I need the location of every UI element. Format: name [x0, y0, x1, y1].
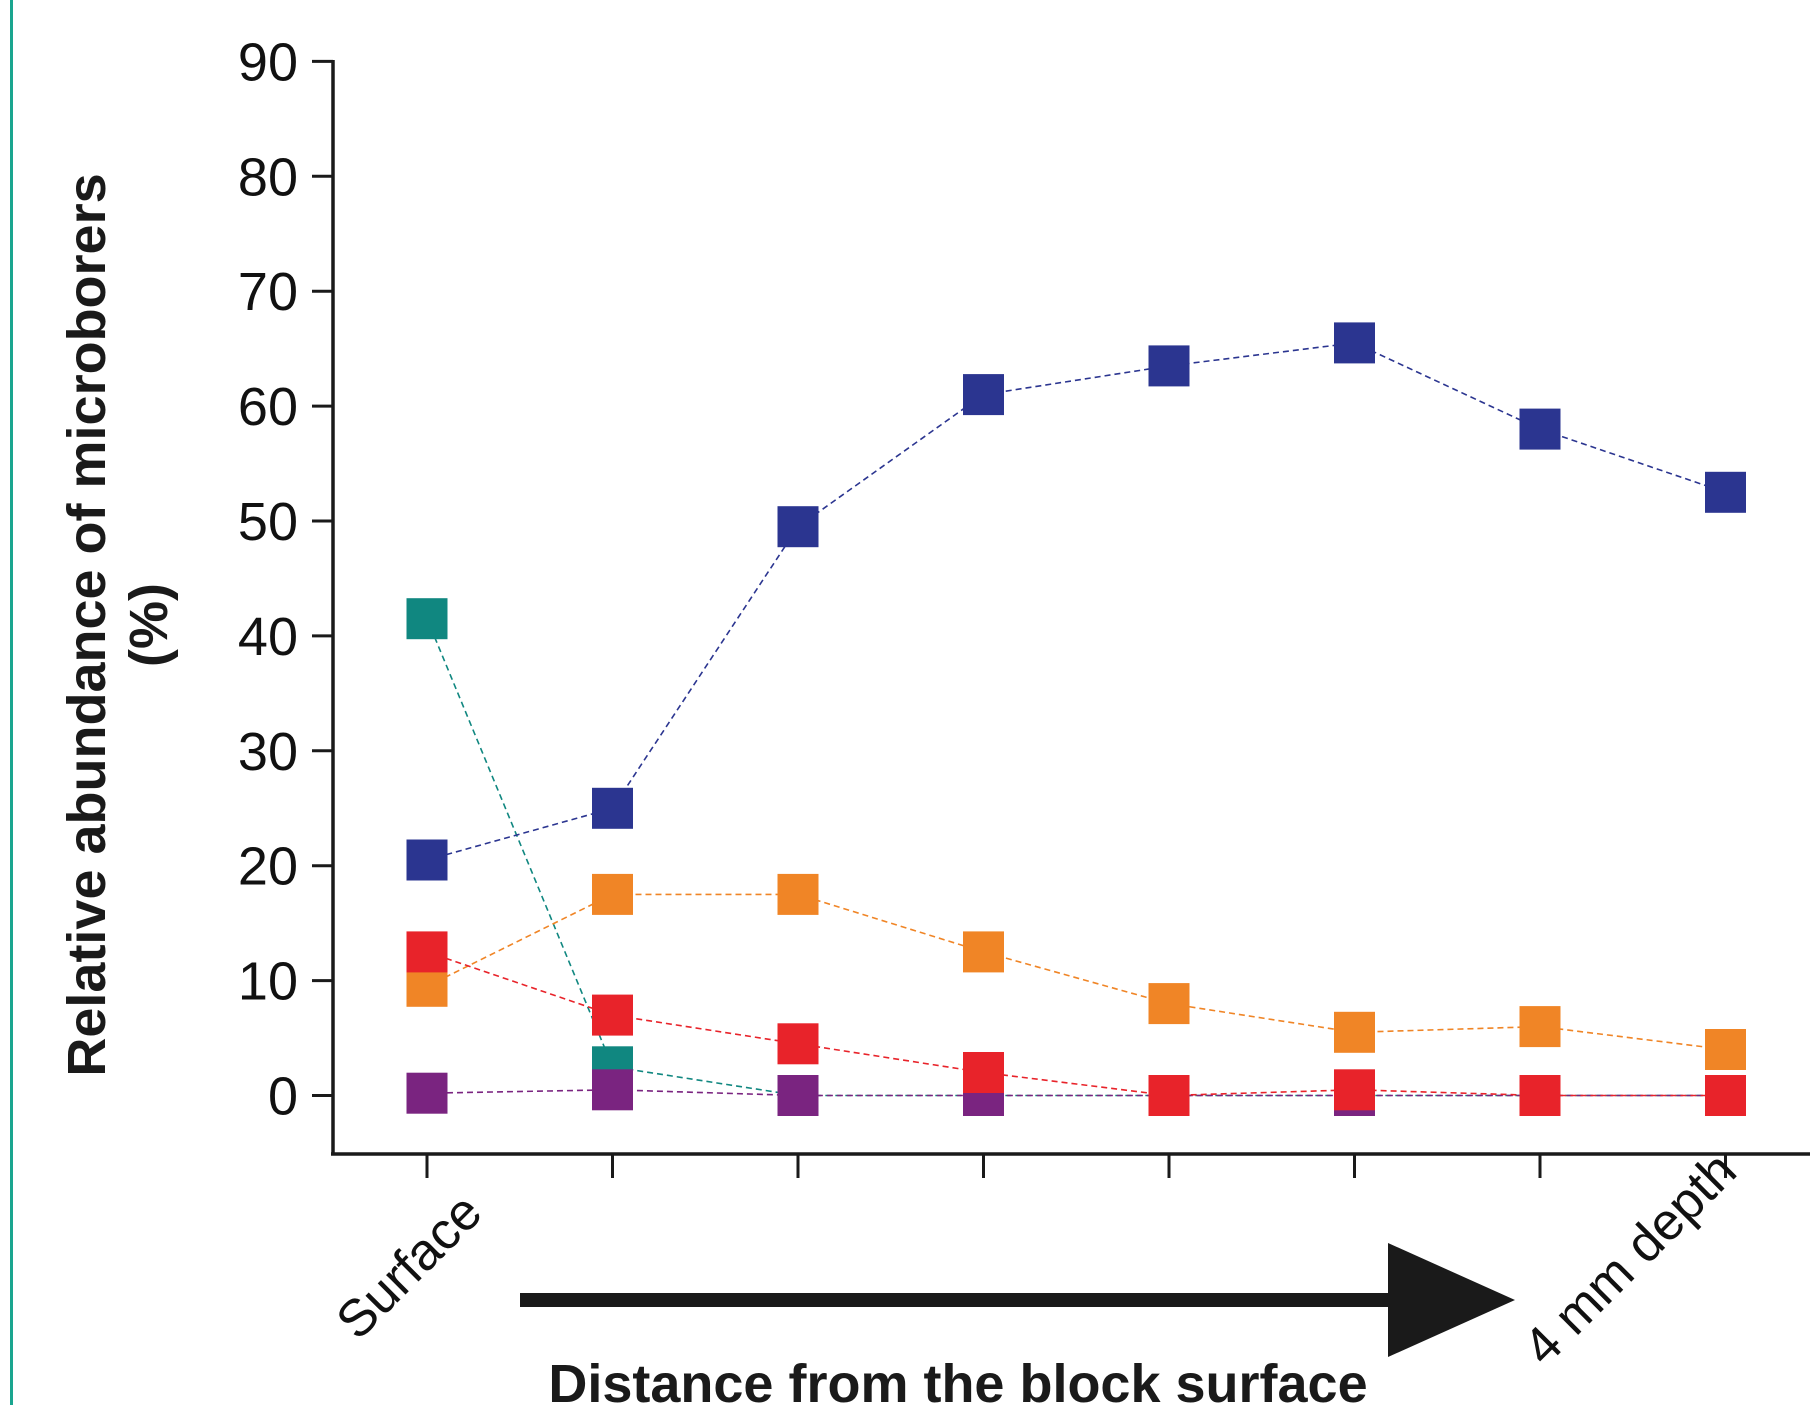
data-point-square [1334, 1069, 1375, 1111]
data-point-square [592, 787, 633, 829]
series-line [426, 951, 1726, 1097]
data-point-square [592, 873, 633, 915]
y-tick-label: 70 [238, 262, 298, 322]
data-point-square [1705, 1029, 1746, 1070]
data-point-square [963, 931, 1004, 973]
data-point-square [406, 598, 448, 640]
series-lines [426, 342, 1726, 1097]
x-category-label: Surface [325, 1183, 493, 1351]
data-point-square [777, 873, 819, 915]
data-point-square [963, 1052, 1004, 1093]
x-ticks: Surface 4 mm depth [325, 1141, 1747, 1376]
data-point-square [963, 374, 1004, 416]
data-point-square [777, 506, 819, 548]
left-border-rule [10, 0, 13, 1405]
data-point-square [777, 1023, 819, 1065]
y-tick-label: 80 [238, 147, 298, 207]
data-point-square [1148, 983, 1190, 1025]
direction-arrow [520, 1243, 1515, 1357]
data-point-square [1519, 1006, 1561, 1048]
data-point-square [1334, 322, 1375, 364]
data-point-square [1148, 345, 1190, 387]
y-tick-label: 30 [238, 722, 298, 782]
y-ticks: 0 10 20 30 40 50 60 70 80 90 [238, 32, 333, 1127]
y-tick-label: 40 [238, 607, 298, 667]
y-tick-label: 60 [238, 377, 298, 437]
series-line [426, 893, 1726, 1051]
data-point-square [1519, 408, 1561, 450]
data-point-square [1705, 471, 1746, 513]
x-axis-title: Distance from the block surface [548, 1354, 1367, 1405]
series-line [426, 342, 1726, 861]
y-tick-label: 50 [238, 492, 298, 552]
data-point-square [592, 994, 633, 1036]
y-tick-label: 20 [238, 837, 298, 897]
data-point-square [1148, 1075, 1190, 1116]
y-axis-title: Relative abundance of microborers(%) [57, 173, 179, 1076]
data-point-square [777, 1075, 819, 1116]
data-point-square [1519, 1075, 1561, 1116]
y-tick-label: 0 [268, 1067, 298, 1127]
y-tick-label: 10 [238, 952, 298, 1012]
direction-arrow-head [1388, 1243, 1515, 1357]
data-point-square [1334, 1011, 1375, 1053]
data-point-square [406, 965, 448, 1007]
x-category-label: 4 mm depth [1512, 1141, 1747, 1376]
data-point-square [406, 931, 448, 973]
y-tick-label: 90 [238, 32, 298, 92]
series-points [406, 322, 1746, 1116]
axes [331, 60, 1810, 1156]
data-point-square [406, 839, 448, 881]
data-point-square [592, 1069, 633, 1111]
series-line [426, 1088, 1726, 1097]
data-point-square [1705, 1075, 1746, 1116]
data-point-square [406, 1072, 448, 1114]
